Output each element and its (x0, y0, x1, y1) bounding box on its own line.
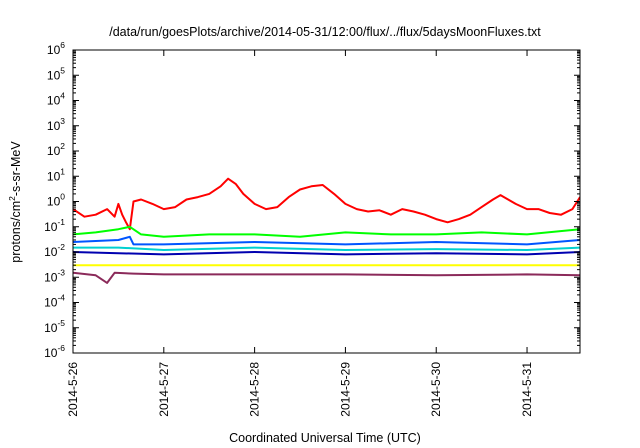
y-tick-label: 102 (47, 141, 65, 158)
y-tick-label: 10-4 (44, 293, 65, 310)
y-tick-exponent: -3 (57, 267, 65, 277)
y-tick-exponent: -1 (57, 217, 65, 227)
y-tick-exponent: 1 (60, 166, 65, 176)
series-layer (73, 177, 580, 284)
x-tick-label: 2014-5-27 (157, 362, 171, 417)
y-tick-base: 10 (44, 321, 58, 335)
y-tick-exponent: 3 (60, 116, 65, 126)
series-line-1 (73, 177, 580, 231)
y-tick-label: 10-1 (44, 217, 65, 234)
y-tick-base: 10 (47, 119, 61, 133)
x-tick-label: 2014-5-28 (248, 362, 262, 417)
y-tick-label: 104 (47, 91, 65, 108)
y-tick-base: 10 (47, 43, 61, 57)
y-axis-label-pre: protons/cm (9, 201, 23, 263)
y-tick-base: 10 (47, 68, 61, 82)
y-tick-exponent: 2 (60, 141, 65, 151)
x-tick-label: 2014-5-30 (429, 362, 443, 417)
series-line-5 (73, 251, 580, 256)
series-line-4 (73, 246, 580, 251)
chart-title: /data/run/goesPlots/archive/2014-05-31/1… (109, 25, 541, 39)
y-tick-label: 10-3 (44, 267, 65, 284)
y-tick-exponent: 6 (60, 40, 65, 50)
y-tick-exponent: -4 (57, 293, 65, 303)
y-tick-label: 10-6 (44, 343, 65, 360)
y-tick-label: 103 (47, 116, 65, 133)
y-tick-base: 10 (47, 195, 61, 209)
series-line-2 (73, 225, 580, 238)
y-tick-base: 10 (44, 296, 58, 310)
y-tick-base: 10 (47, 94, 61, 108)
y-axis-label-post: -s-sr-MeV (9, 141, 23, 197)
series-line-7 (73, 271, 580, 284)
x-tick-label: 2014-5-31 (520, 362, 534, 417)
y-tick-base: 10 (44, 270, 58, 284)
y-tick-label: 101 (47, 166, 65, 183)
y-axis-label-sup: 2 (7, 196, 17, 201)
y-tick-exponent: 4 (60, 91, 65, 101)
y-tick-base: 10 (47, 144, 61, 158)
y-axis: 10-610-510-410-310-210-11001011021031041… (44, 40, 580, 360)
y-tick-exponent: -2 (57, 242, 65, 252)
y-tick-label: 10-5 (44, 318, 65, 335)
y-tick-base: 10 (44, 220, 58, 234)
y-tick-label: 100 (47, 192, 65, 209)
y-tick-label: 10-2 (44, 242, 65, 259)
y-axis-label: protons/cm2-s-sr-MeV (7, 141, 23, 263)
y-tick-label: 105 (47, 65, 65, 82)
y-tick-exponent: 0 (60, 192, 65, 202)
x-tick-label: 2014-5-26 (66, 362, 80, 417)
x-axis-label: Coordinated Universal Time (UTC) (229, 431, 421, 445)
y-tick-base: 10 (44, 245, 58, 259)
y-tick-exponent: -5 (57, 318, 65, 328)
y-tick-label: 106 (47, 40, 65, 57)
series-line-3 (73, 235, 580, 246)
x-axis: 2014-5-26 2014-5-27 2014-5-28 2014-5-29 2014… (66, 50, 534, 417)
y-tick-exponent: 5 (60, 65, 65, 75)
y-tick-exponent: -6 (57, 343, 65, 353)
y-tick-base: 10 (44, 346, 58, 360)
x-tick-label: 2014-5-29 (338, 362, 352, 417)
y-tick-base: 10 (47, 169, 61, 183)
